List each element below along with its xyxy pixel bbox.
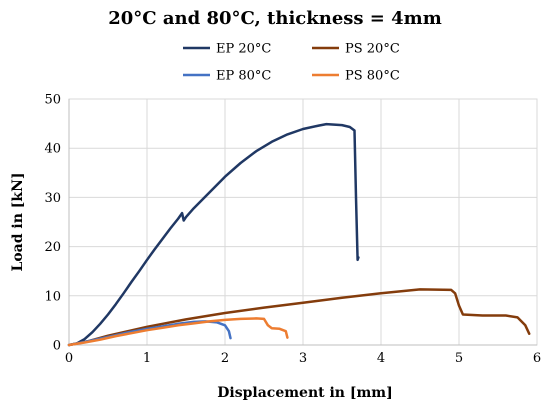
y-tick-label: 0 [53, 339, 61, 354]
legend-label: EP 20°C [216, 42, 271, 57]
chart-title: 20°C and 80°C, thickness = 4mm [108, 8, 442, 29]
x-tick-label: 0 [65, 351, 73, 366]
x-axis-label: Displacement in [mm] [217, 385, 392, 401]
x-tick-label: 3 [299, 351, 307, 366]
y-tick-label: 20 [44, 240, 61, 255]
y-tick-label: 50 [44, 93, 61, 108]
grid [68, 98, 538, 346]
series-line-ps-20-c [67, 288, 531, 347]
y-axis-label: Load in [kN] [10, 172, 26, 271]
x-tick-label: 1 [143, 351, 151, 366]
x-tick-label: 5 [455, 351, 463, 366]
tick-labels: 0 1 2 3 4 5 6 0 10 20 30 40 50 [44, 93, 541, 367]
y-tick-label: 30 [44, 191, 61, 206]
y-tick-label: 10 [44, 289, 61, 304]
series-line-ps-80-c [67, 317, 289, 347]
x-tick-label: 6 [533, 351, 541, 366]
y-tick-label: 40 [44, 142, 61, 157]
series-lines [67, 122, 531, 347]
legend-label: EP 80°C [216, 69, 271, 84]
legend-label: PS 80°C [345, 69, 400, 84]
legend-label: PS 20°C [345, 42, 400, 57]
legend: EP 20°C PS 20°C EP 80°C PS 80°C [183, 42, 400, 84]
series-line-ep-20-c [67, 122, 360, 347]
x-tick-label: 4 [377, 351, 385, 366]
axes [68, 99, 537, 346]
x-tick-label: 2 [221, 351, 229, 366]
